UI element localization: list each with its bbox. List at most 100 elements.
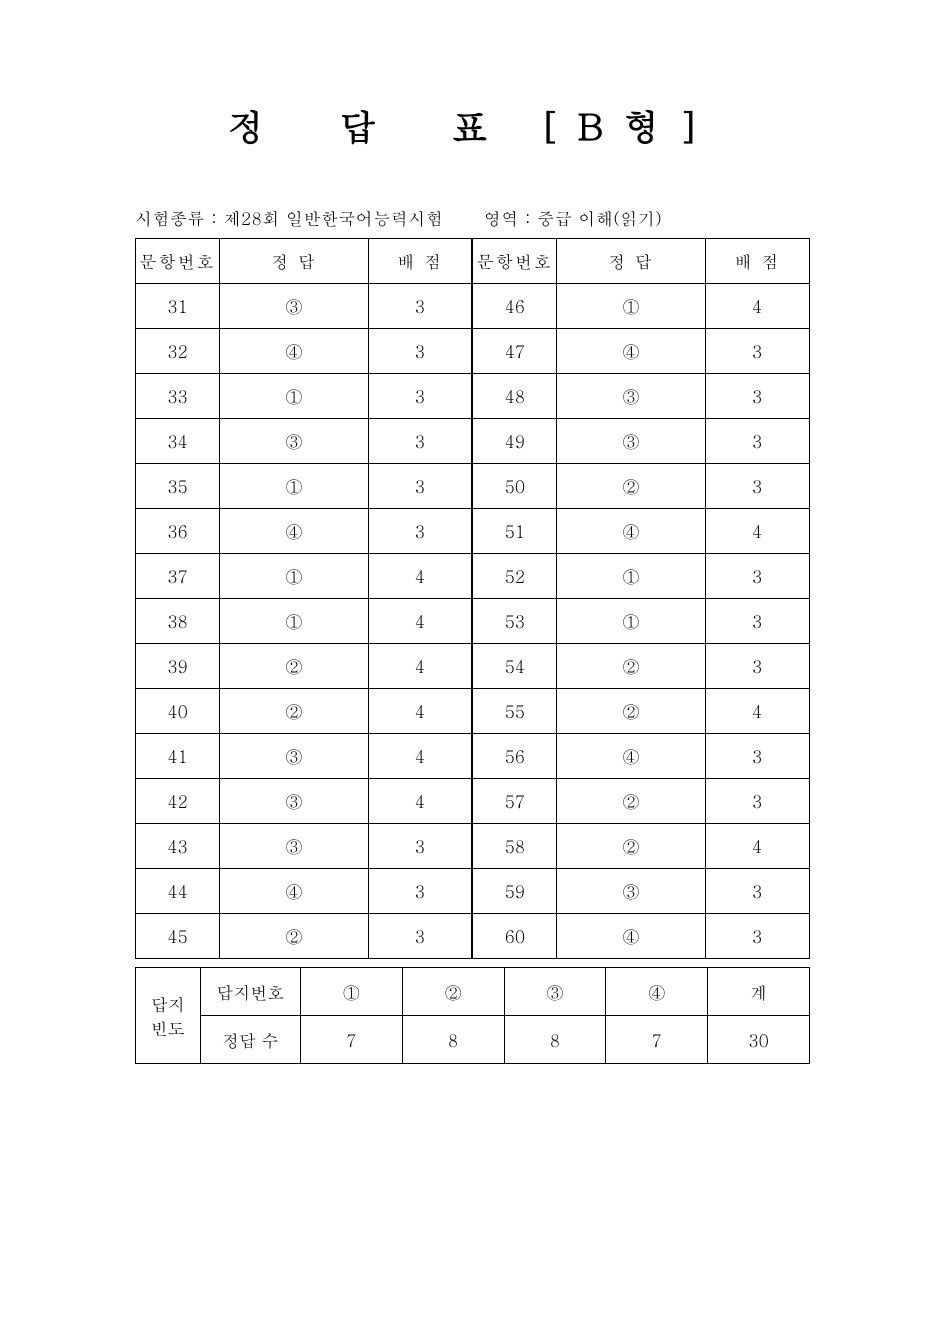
table-row: 35①350②3 [136,464,810,509]
cell-answer: ④ [557,329,705,374]
cell-points: 3 [368,419,472,464]
table-row: 42③457②3 [136,779,810,824]
col-qnum: 문항번호 [472,239,556,284]
cell-qnum: 51 [472,509,556,554]
cell-answer: ④ [557,509,705,554]
cell-qnum: 43 [136,824,220,869]
table-row: 43③358②4 [136,824,810,869]
cell-points: 3 [368,374,472,419]
cell-answer: ② [557,779,705,824]
cell-answer: ③ [220,419,368,464]
cell-qnum: 41 [136,734,220,779]
cell-points: 3 [368,509,472,554]
answer-table-header: 문항번호 정 답 배 점 문항번호 정 답 배 점 [136,239,810,284]
cell-qnum: 47 [472,329,556,374]
table-row: 32④347④3 [136,329,810,374]
cell-points: 3 [705,869,810,914]
cell-qnum: 58 [472,824,556,869]
cell-answer: ③ [557,419,705,464]
cell-answer: ③ [220,734,368,779]
frequency-total-count: 30 [708,1016,810,1064]
frequency-count: 8 [402,1016,504,1064]
table-row: 44④359③3 [136,869,810,914]
col-points: 배 점 [705,239,810,284]
cell-qnum: 56 [472,734,556,779]
frequency-row1-label: 답지번호 [200,968,300,1016]
cell-qnum: 52 [472,554,556,599]
cell-answer: ② [220,914,368,959]
cell-qnum: 55 [472,689,556,734]
cell-qnum: 48 [472,374,556,419]
cell-points: 4 [705,284,810,329]
cell-points: 4 [705,509,810,554]
cell-points: 3 [705,419,810,464]
cell-answer: ② [220,644,368,689]
cell-qnum: 42 [136,779,220,824]
cell-qnum: 35 [136,464,220,509]
frequency-count: 7 [300,1016,402,1064]
cell-answer: ② [220,689,368,734]
table-row: 40②455②4 [136,689,810,734]
exam-section: 영역 : 중급 이해(읽기) [484,206,662,230]
cell-answer: ④ [557,734,705,779]
table-row: 34③349③3 [136,419,810,464]
cell-answer: ② [557,689,705,734]
cell-answer: ④ [557,914,705,959]
cell-points: 4 [368,689,472,734]
cell-points: 3 [705,554,810,599]
cell-qnum: 60 [472,914,556,959]
cell-qnum: 39 [136,644,220,689]
cell-points: 3 [368,284,472,329]
frequency-option: ① [300,968,402,1016]
cell-answer: ③ [557,869,705,914]
cell-qnum: 38 [136,599,220,644]
frequency-row2-label: 정답 수 [200,1016,300,1064]
cell-qnum: 59 [472,869,556,914]
frequency-option: ③ [504,968,606,1016]
cell-points: 4 [368,599,472,644]
frequency-option: ④ [606,968,708,1016]
cell-answer: ① [557,284,705,329]
cell-qnum: 32 [136,329,220,374]
cell-answer: ④ [220,869,368,914]
table-row: 38①453①3 [136,599,810,644]
cell-qnum: 53 [472,599,556,644]
cell-points: 3 [368,329,472,374]
col-answer: 정 답 [557,239,705,284]
cell-answer: ③ [557,374,705,419]
cell-answer: ④ [220,329,368,374]
cell-answer: ① [557,599,705,644]
cell-points: 3 [705,374,810,419]
cell-points: 3 [705,329,810,374]
cell-qnum: 50 [472,464,556,509]
cell-answer: ④ [220,509,368,554]
cell-points: 4 [368,779,472,824]
cell-answer: ① [220,554,368,599]
cell-points: 4 [368,554,472,599]
table-row: 33①348③3 [136,374,810,419]
cell-points: 4 [705,689,810,734]
cell-qnum: 49 [472,419,556,464]
col-qnum: 문항번호 [136,239,220,284]
cell-points: 3 [368,914,472,959]
frequency-counts-row: 정답 수 7 8 8 7 30 [136,1016,810,1064]
cell-points: 3 [705,599,810,644]
cell-qnum: 33 [136,374,220,419]
frequency-table: 답지 빈도 답지번호 ① ② ③ ④ 계 정답 수 7 8 8 7 30 [135,967,810,1064]
cell-points: 4 [368,644,472,689]
page-title: 정 답 표 [B형] [135,100,810,151]
cell-answer: ① [220,374,368,419]
cell-qnum: 44 [136,869,220,914]
frequency-total-label: 계 [708,968,810,1016]
frequency-count: 8 [504,1016,606,1064]
cell-qnum: 36 [136,509,220,554]
cell-points: 4 [705,824,810,869]
cell-qnum: 57 [472,779,556,824]
cell-points: 3 [368,464,472,509]
cell-answer: ③ [220,824,368,869]
cell-points: 4 [368,734,472,779]
frequency-side-label: 답지 빈도 [136,968,201,1064]
table-row: 41③456④3 [136,734,810,779]
exam-type: 시험종류 : 제28회 일반한국어능력시험 [135,206,443,230]
table-row: 39②454②3 [136,644,810,689]
